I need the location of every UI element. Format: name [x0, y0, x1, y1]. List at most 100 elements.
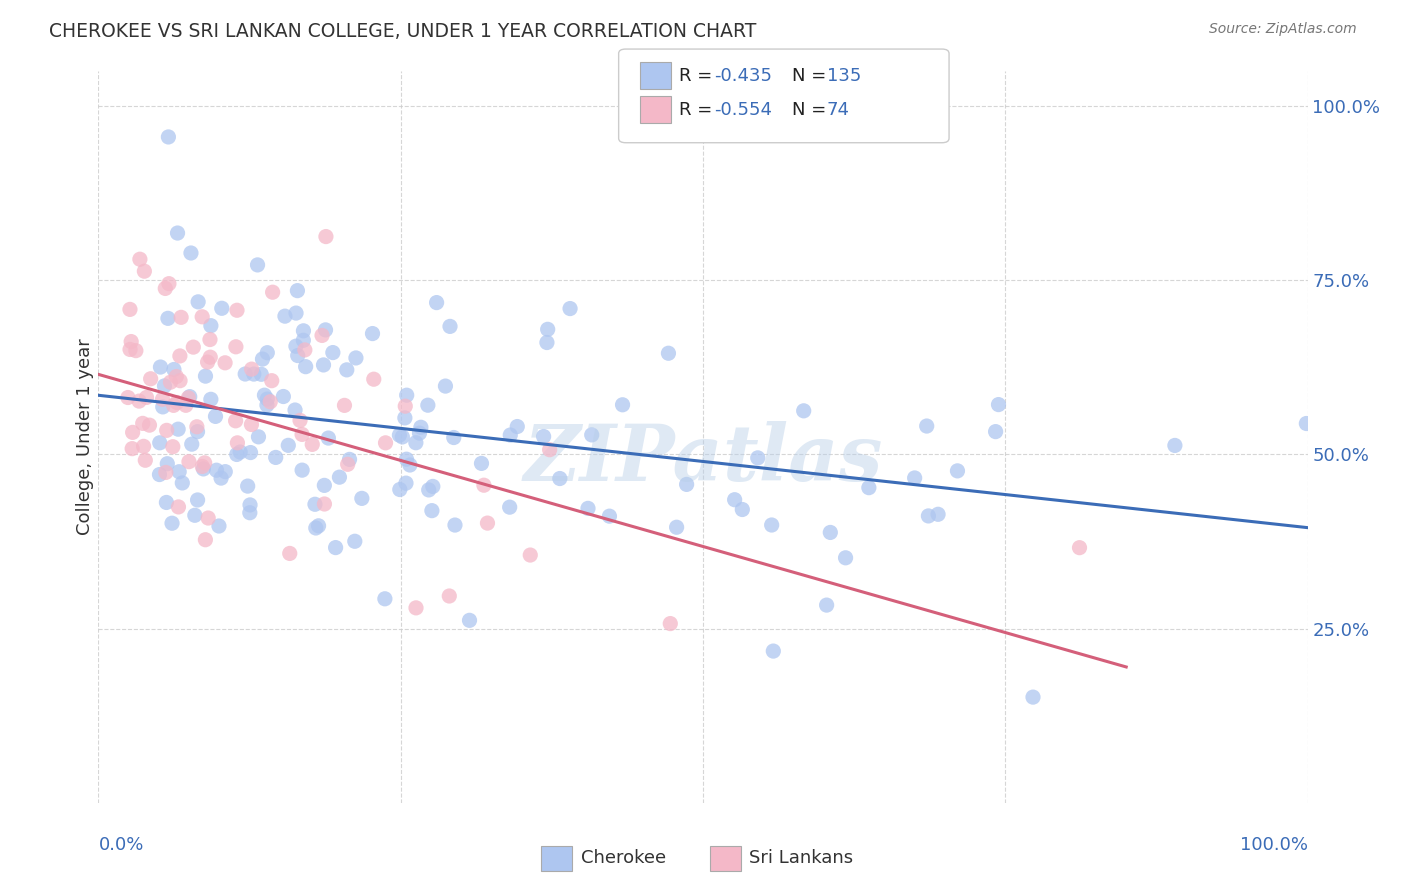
- Point: [984, 425, 1007, 439]
- Point: [169, 349, 191, 363]
- Point: [761, 518, 783, 533]
- Point: [166, 395, 188, 409]
- Point: [200, 318, 222, 333]
- Point: [350, 491, 373, 506]
- Point: [444, 518, 467, 533]
- Point: [315, 229, 337, 244]
- Point: [118, 343, 141, 357]
- Point: [166, 226, 188, 240]
- Point: [304, 497, 326, 511]
- Point: [214, 465, 236, 479]
- Point: [820, 525, 842, 540]
- Point: [135, 391, 157, 405]
- Text: Cherokee: Cherokee: [581, 849, 666, 867]
- Point: [665, 520, 688, 534]
- Point: [200, 350, 222, 364]
- Point: [537, 322, 560, 336]
- Point: [793, 404, 815, 418]
- Point: [194, 369, 217, 384]
- Point: [186, 419, 208, 434]
- Point: [675, 477, 697, 491]
- Point: [1022, 690, 1045, 705]
- Point: [519, 548, 541, 562]
- Point: [184, 508, 207, 523]
- Point: [426, 295, 449, 310]
- Point: [233, 367, 256, 381]
- Point: [548, 471, 571, 485]
- Point: [458, 613, 481, 627]
- Point: [391, 430, 413, 444]
- Point: [408, 426, 430, 441]
- Point: [422, 479, 444, 493]
- Point: [153, 379, 176, 393]
- Point: [240, 417, 263, 432]
- Point: [121, 442, 143, 456]
- Point: [247, 430, 270, 444]
- Point: [167, 465, 190, 479]
- Point: [536, 335, 558, 350]
- Point: [278, 546, 301, 560]
- Point: [118, 302, 141, 317]
- Point: [470, 457, 492, 471]
- Point: [723, 492, 745, 507]
- Point: [134, 264, 156, 278]
- Point: [156, 423, 179, 437]
- Point: [339, 452, 361, 467]
- Point: [291, 427, 314, 442]
- Point: [134, 453, 156, 467]
- Point: [226, 435, 249, 450]
- Point: [287, 284, 309, 298]
- Point: [284, 403, 307, 417]
- Point: [301, 437, 323, 451]
- Point: [399, 458, 422, 472]
- Text: 74: 74: [827, 101, 849, 119]
- Point: [225, 414, 247, 428]
- Point: [374, 435, 396, 450]
- Point: [208, 519, 231, 533]
- Point: [186, 425, 208, 439]
- Point: [162, 398, 184, 412]
- Point: [533, 429, 555, 443]
- Point: [328, 470, 350, 484]
- Point: [333, 398, 356, 412]
- Point: [209, 471, 232, 485]
- Point: [121, 425, 143, 440]
- Point: [165, 369, 187, 384]
- Point: [291, 463, 314, 477]
- Point: [125, 343, 148, 358]
- Point: [236, 479, 259, 493]
- Point: [160, 516, 183, 531]
- Text: CHEROKEE VS SRI LANKAN COLLEGE, UNDER 1 YEAR CORRELATION CHART: CHEROKEE VS SRI LANKAN COLLEGE, UNDER 1 …: [49, 22, 756, 41]
- Point: [274, 309, 297, 323]
- Point: [128, 252, 150, 267]
- Point: [443, 431, 465, 445]
- Point: [177, 391, 200, 405]
- Point: [256, 398, 278, 412]
- Point: [240, 362, 263, 376]
- Point: [262, 285, 284, 300]
- Point: [132, 439, 155, 453]
- Point: [167, 422, 190, 436]
- Point: [277, 438, 299, 452]
- Point: [322, 345, 344, 359]
- Text: 135: 135: [827, 67, 860, 85]
- Point: [314, 478, 336, 492]
- Point: [388, 483, 411, 497]
- Point: [197, 511, 219, 525]
- Point: [987, 398, 1010, 412]
- Point: [157, 277, 180, 291]
- Point: [477, 516, 499, 530]
- Point: [314, 497, 336, 511]
- Point: [657, 346, 679, 360]
- Point: [946, 464, 969, 478]
- Point: [180, 246, 202, 260]
- Text: -0.554: -0.554: [714, 101, 772, 119]
- Point: [388, 428, 411, 442]
- Point: [416, 398, 439, 412]
- Point: [292, 334, 315, 348]
- Point: [336, 458, 359, 472]
- Point: [149, 359, 172, 374]
- Point: [1164, 438, 1187, 452]
- Point: [152, 400, 174, 414]
- Point: [243, 367, 266, 381]
